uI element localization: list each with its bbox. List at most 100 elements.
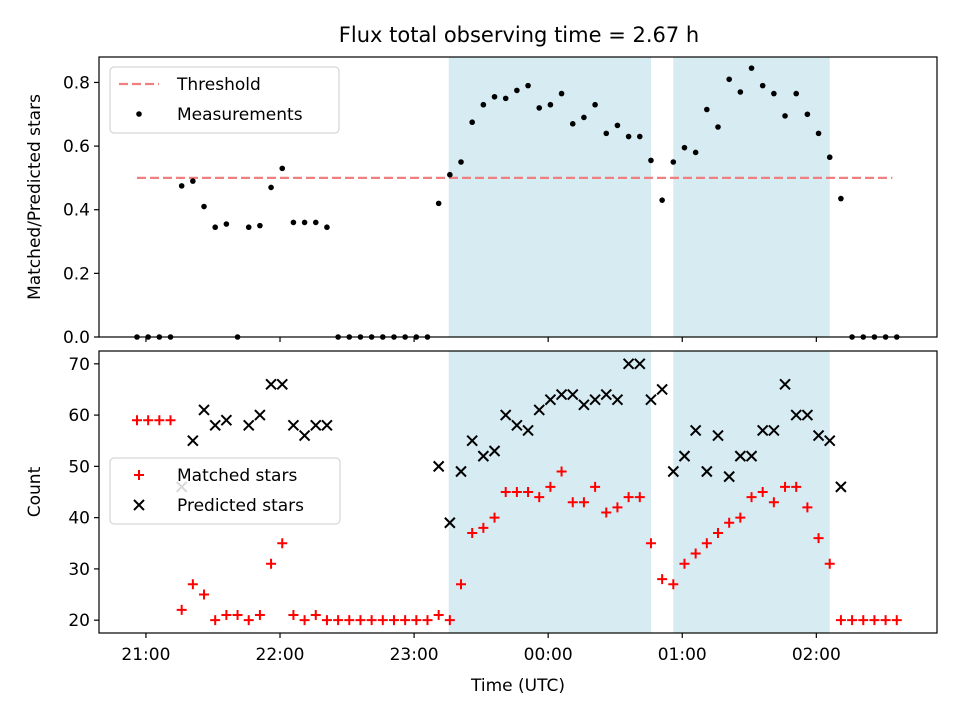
data-point bbox=[768, 497, 779, 508]
data-point bbox=[558, 90, 565, 97]
data-point bbox=[748, 65, 755, 71]
data-point bbox=[724, 517, 735, 528]
data-point bbox=[210, 615, 221, 626]
data-point bbox=[466, 435, 478, 447]
x-tick-label: 22:00 bbox=[256, 645, 305, 665]
data-point bbox=[187, 579, 198, 590]
legend-label: Matched stars bbox=[177, 466, 297, 486]
data-point bbox=[502, 95, 509, 102]
data-point bbox=[804, 111, 811, 118]
data-point bbox=[544, 394, 557, 406]
data-point bbox=[645, 538, 656, 549]
data-point bbox=[545, 481, 556, 492]
data-point bbox=[692, 149, 699, 156]
data-point bbox=[801, 409, 814, 421]
data-point bbox=[645, 394, 657, 406]
data-point bbox=[243, 419, 255, 432]
data-point bbox=[713, 528, 724, 539]
data-point bbox=[648, 157, 654, 164]
shaded-interval bbox=[448, 57, 651, 337]
data-point bbox=[422, 615, 433, 626]
x-tick-label: 21:00 bbox=[121, 645, 170, 665]
data-point bbox=[209, 419, 221, 432]
data-point bbox=[478, 522, 489, 533]
y-axis-label: Matched/Predicted stars bbox=[25, 94, 45, 300]
data-point bbox=[668, 579, 679, 590]
data-point bbox=[198, 404, 210, 416]
data-point bbox=[659, 197, 665, 203]
data-point bbox=[611, 394, 624, 406]
data-point bbox=[625, 133, 632, 140]
data-point bbox=[756, 424, 769, 437]
data-point bbox=[455, 465, 467, 478]
data-point bbox=[321, 419, 333, 432]
data-point bbox=[266, 558, 277, 569]
data-point bbox=[556, 466, 567, 477]
data-point bbox=[254, 409, 266, 421]
data-point bbox=[858, 615, 869, 626]
data-point bbox=[265, 378, 277, 391]
x-tick-label: 01:00 bbox=[658, 645, 707, 665]
data-point bbox=[704, 106, 710, 113]
data-point bbox=[477, 450, 490, 462]
data-point bbox=[567, 388, 579, 401]
data-point bbox=[815, 130, 822, 137]
shaded-interval bbox=[448, 351, 651, 633]
data-point bbox=[444, 615, 455, 626]
data-point bbox=[290, 219, 297, 226]
data-point bbox=[759, 82, 766, 89]
data-point bbox=[793, 90, 800, 97]
data-point bbox=[458, 159, 464, 165]
data-point bbox=[670, 159, 677, 165]
data-point bbox=[612, 502, 623, 513]
data-point bbox=[447, 171, 453, 178]
data-point bbox=[679, 558, 690, 569]
axes-frame bbox=[98, 350, 938, 634]
data-point bbox=[212, 224, 219, 231]
series-matched-stars bbox=[131, 415, 902, 626]
data-point bbox=[578, 399, 590, 411]
data-point bbox=[243, 615, 254, 626]
data-point bbox=[411, 615, 422, 626]
data-point bbox=[589, 394, 601, 406]
x-tick-label: 23:00 bbox=[390, 645, 439, 665]
data-point bbox=[701, 538, 712, 549]
data-point bbox=[268, 184, 274, 191]
data-point bbox=[569, 121, 576, 127]
data-point bbox=[634, 492, 645, 503]
data-point bbox=[592, 101, 598, 108]
data-point bbox=[223, 221, 230, 227]
x-axis-label: Time (UTC) bbox=[470, 676, 565, 696]
data-point bbox=[355, 615, 366, 626]
data-point bbox=[220, 414, 233, 426]
data-point bbox=[835, 481, 847, 493]
data-point bbox=[771, 90, 777, 97]
data-point bbox=[780, 481, 791, 492]
y-tick-label: 60 bbox=[68, 406, 90, 426]
y-tick-label: 0.4 bbox=[63, 201, 90, 221]
data-point bbox=[534, 492, 545, 503]
y-axis-label: Count bbox=[25, 466, 45, 517]
data-point bbox=[154, 415, 165, 426]
data-point bbox=[176, 604, 187, 615]
data-point bbox=[310, 610, 321, 621]
data-point bbox=[600, 388, 612, 401]
data-point bbox=[678, 450, 691, 462]
data-point bbox=[254, 610, 265, 621]
x-tick-label: 02:00 bbox=[792, 645, 841, 665]
series-predicted-stars bbox=[175, 358, 847, 529]
data-point bbox=[232, 610, 243, 621]
data-point bbox=[525, 82, 531, 89]
data-point bbox=[435, 200, 442, 207]
data-point bbox=[869, 615, 880, 626]
data-point bbox=[321, 615, 332, 626]
data-point bbox=[178, 183, 185, 189]
data-point bbox=[467, 528, 478, 539]
data-point bbox=[199, 589, 210, 600]
bottom-panel: 20 30 40 50 60 70 21:00 22:00 23:00 00:00 01:00 02:… bbox=[25, 350, 938, 696]
data-point bbox=[344, 615, 355, 626]
data-point bbox=[634, 358, 646, 370]
data-point bbox=[567, 497, 578, 508]
legend-measurement-swatch bbox=[136, 111, 142, 117]
